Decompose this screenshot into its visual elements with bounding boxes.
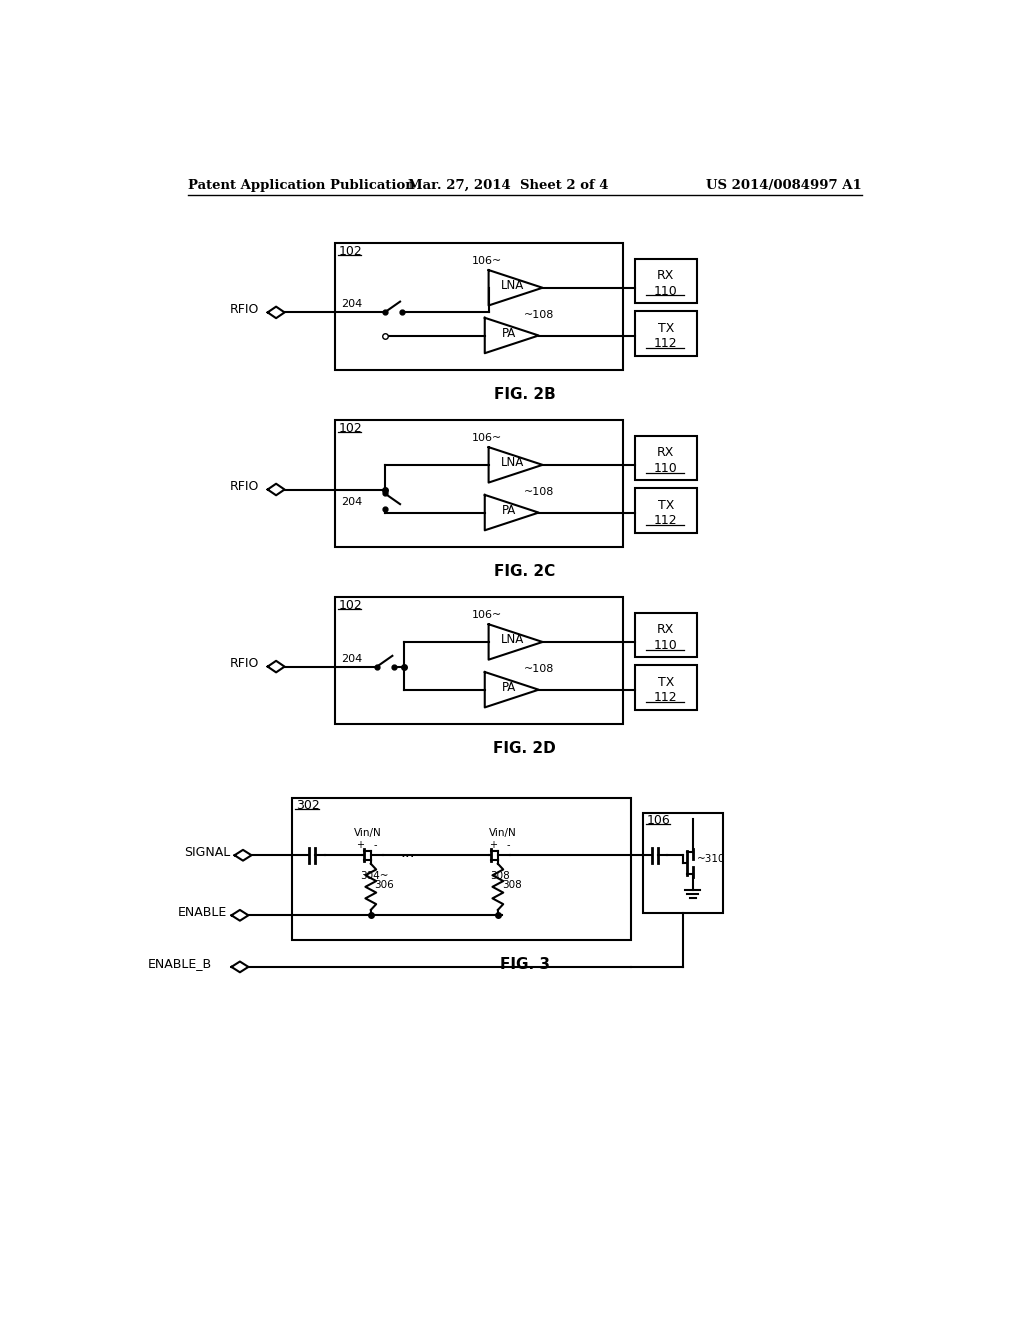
Text: Patent Application Publication: Patent Application Publication [188,180,415,193]
Text: 112: 112 [654,337,678,350]
Text: PA: PA [502,326,516,339]
Text: 110: 110 [654,462,678,475]
Text: LNA: LNA [501,634,524,647]
Bar [335,243,624,370]
Text: SIGNAL: SIGNAL [184,846,230,859]
Bar [335,598,624,725]
Text: ...: ... [400,845,415,861]
Text: 302: 302 [296,799,319,812]
Text: ENABLE: ENABLE [177,906,226,919]
Text: RX: RX [657,446,675,459]
Text: 106~: 106~ [472,256,502,267]
Text: 106~: 106~ [472,433,502,444]
Text: FIG. 3: FIG. 3 [500,957,550,972]
Text: FIG. 2C: FIG. 2C [495,564,555,579]
Text: -: - [507,841,510,850]
Text: 110: 110 [654,285,678,298]
Text: RX: RX [657,623,675,636]
Text: 112: 112 [654,692,678,705]
Text: ~310: ~310 [696,854,725,865]
Bar [643,813,724,913]
Text: TX: TX [657,322,674,335]
Text: ~108: ~108 [524,310,554,321]
Bar [292,797,631,940]
Text: PA: PA [502,504,516,517]
Bar [635,612,696,657]
Bar [635,259,696,304]
Text: Vin/N: Vin/N [488,829,516,838]
Text: Mar. 27, 2014  Sheet 2 of 4: Mar. 27, 2014 Sheet 2 of 4 [408,180,608,193]
Text: TX: TX [657,676,674,689]
Text: RFIO: RFIO [229,302,259,315]
Text: 308: 308 [490,871,510,880]
Text: 106~: 106~ [472,610,502,620]
Text: -: - [374,841,377,850]
Bar [635,665,696,710]
Text: 308: 308 [502,880,521,890]
Bar [635,312,696,355]
Text: 110: 110 [654,639,678,652]
Text: RFIO: RFIO [229,480,259,492]
Text: RX: RX [657,269,675,282]
Text: 204: 204 [341,300,362,309]
Text: 102: 102 [339,599,362,612]
Text: 102: 102 [339,422,362,434]
Text: LNA: LNA [501,455,524,469]
Text: +: + [356,841,364,850]
Bar [635,488,696,533]
Bar [635,436,696,480]
Text: FIG. 2B: FIG. 2B [494,387,556,403]
Text: Vin/N: Vin/N [354,829,382,838]
Text: FIG. 2D: FIG. 2D [494,742,556,756]
Text: RFIO: RFIO [229,657,259,671]
Text: 306: 306 [375,880,394,890]
Bar [335,420,624,548]
Text: LNA: LNA [501,279,524,292]
Text: ~108: ~108 [524,487,554,498]
Text: 106: 106 [646,814,671,828]
Text: 204: 204 [341,653,362,664]
Text: +: + [489,841,498,850]
Text: 102: 102 [339,244,362,257]
Text: PA: PA [502,681,516,694]
Text: TX: TX [657,499,674,512]
Text: 304~: 304~ [360,871,388,880]
Text: ENABLE_B: ENABLE_B [147,957,211,970]
Text: 204: 204 [341,498,362,507]
Text: US 2014/0084997 A1: US 2014/0084997 A1 [707,180,862,193]
Text: ~108: ~108 [524,664,554,675]
Text: 112: 112 [654,515,678,527]
